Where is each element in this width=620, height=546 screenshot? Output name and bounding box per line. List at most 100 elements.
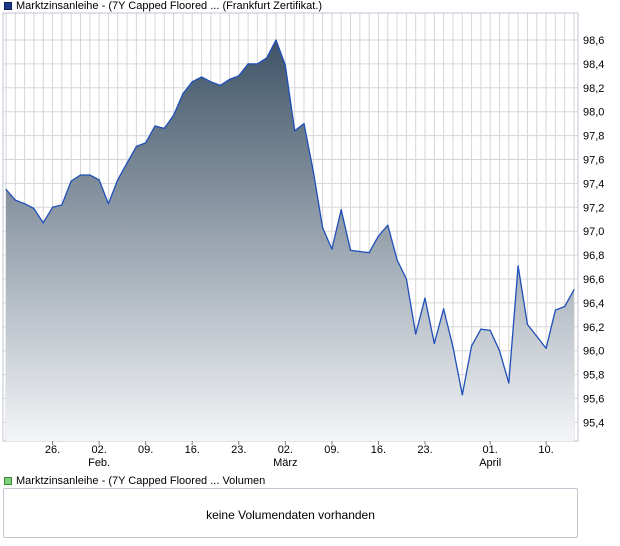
series-area: [6, 40, 574, 441]
y-tick-label: 97,6: [583, 155, 604, 167]
data-point: [51, 206, 54, 208]
data-point: [42, 222, 44, 224]
data-point: [24, 203, 26, 205]
volume-legend-label: Marktzinsanleihe - (7Y Capped Floored ..…: [16, 475, 266, 487]
y-tick-label: 98,4: [583, 59, 604, 71]
data-point: [573, 289, 575, 291]
y-tick-label: 96,4: [583, 298, 604, 310]
data-point: [247, 63, 249, 65]
data-point: [368, 252, 370, 254]
y-tick-label: 95,8: [583, 370, 604, 382]
data-point: [5, 188, 7, 190]
data-point: [256, 63, 259, 65]
data-point: [275, 39, 277, 41]
data-point: [33, 207, 35, 210]
data-point: [508, 382, 510, 384]
data-point: [564, 305, 566, 308]
volume-empty-message: keine Volumendaten vorhanden: [206, 508, 375, 522]
volume-panel: keine Volumendaten vorhanden: [3, 488, 578, 538]
data-point: [98, 179, 100, 181]
y-tick-label: 98,0: [583, 107, 604, 119]
data-point: [173, 114, 175, 116]
x-tick-label: 16.: [371, 444, 386, 456]
data-point: [182, 93, 184, 95]
data-point: [219, 84, 221, 87]
data-point: [470, 345, 473, 347]
data-point: [359, 250, 361, 253]
data-point: [461, 394, 463, 396]
data-point: [443, 308, 445, 310]
data-point: [145, 142, 147, 144]
volume-legend: Marktzinsanleihe - (7Y Capped Floored ..…: [4, 475, 265, 487]
data-point: [79, 174, 82, 176]
x-tick-label: 10.: [538, 444, 553, 456]
y-tick-label: 98,6: [583, 35, 604, 47]
x-tick-label: 02.: [278, 444, 293, 456]
y-tick-label: 97,8: [583, 131, 604, 143]
y-tick-label: 96,6: [583, 274, 604, 286]
y-tick-label: 96,0: [583, 346, 604, 358]
price-legend: Marktzinsanleihe - (7Y Capped Floored ..…: [4, 0, 322, 12]
data-point: [266, 57, 268, 59]
data-point: [377, 235, 380, 237]
price-legend-swatch: [4, 2, 12, 10]
y-tick-label: 95,6: [583, 394, 604, 406]
y-tick-label: 97,4: [583, 178, 604, 190]
data-point: [107, 203, 110, 205]
x-tick-label: 09.: [138, 444, 153, 456]
data-point: [154, 125, 156, 127]
y-tick-label: 96,2: [583, 322, 604, 334]
data-point: [210, 81, 212, 83]
price-legend-label: Marktzinsanleihe - (7Y Capped Floored ..…: [16, 0, 323, 12]
x-tick-label: 23.: [417, 444, 432, 456]
data-point: [433, 342, 435, 345]
data-point: [294, 130, 296, 132]
y-tick-label: 95,4: [583, 417, 604, 429]
data-point: [312, 170, 314, 173]
data-point: [228, 78, 231, 81]
y-tick-label: 97,0: [583, 226, 604, 238]
data-point: [89, 174, 91, 176]
area-layer: [5, 39, 575, 441]
data-point: [517, 265, 519, 267]
data-point: [238, 75, 240, 77]
data-point: [117, 179, 119, 181]
x-tick-label: 09.: [324, 444, 339, 456]
data-point: [396, 259, 398, 261]
series-line: [5, 39, 575, 396]
data-point: [340, 209, 342, 211]
x-tick-label: 16.: [185, 444, 200, 456]
data-point: [554, 309, 556, 311]
data-point: [405, 278, 407, 280]
data-point: [480, 328, 482, 330]
data-point: [303, 123, 305, 125]
x-tick-label: 01.: [483, 444, 498, 456]
price-chart: 95,4 95,6 95,8 96,0 96,2 96,4 96,6 96,8 97,0 97,2…: [2, 12, 604, 469]
month-label: April: [479, 457, 501, 469]
data-point: [163, 127, 165, 130]
y-tick-label: 97,2: [583, 202, 604, 214]
data-point: [424, 297, 426, 299]
data-point: [415, 333, 417, 335]
month-label: Feb.: [88, 457, 110, 469]
data-point: [331, 248, 333, 250]
x-axis: 26. 02. 09. 16. 23. 02. 09. 16. 23. 01. 10. Feb. Mär…: [45, 441, 554, 469]
data-point: [70, 180, 72, 182]
data-point: [526, 323, 529, 326]
data-point: [135, 145, 137, 147]
data-point: [545, 347, 547, 349]
data-point: [536, 335, 538, 337]
x-tick-label: 26.: [45, 444, 60, 456]
data-point: [14, 199, 16, 201]
data-point: [321, 227, 324, 229]
data-point: [387, 224, 389, 226]
y-tick-label: 96,8: [583, 250, 604, 262]
x-tick-label: 02.: [91, 444, 106, 456]
data-point: [349, 249, 352, 251]
data-point: [200, 76, 203, 78]
x-tick-label: 23.: [231, 444, 246, 456]
data-point: [498, 350, 501, 352]
y-tick-label: 98,2: [583, 83, 604, 95]
y-axis: 95,4 95,6 95,8 96,0 96,2 96,4 96,6 96,8 97,0 97,2…: [583, 35, 604, 429]
data-point: [489, 329, 491, 331]
